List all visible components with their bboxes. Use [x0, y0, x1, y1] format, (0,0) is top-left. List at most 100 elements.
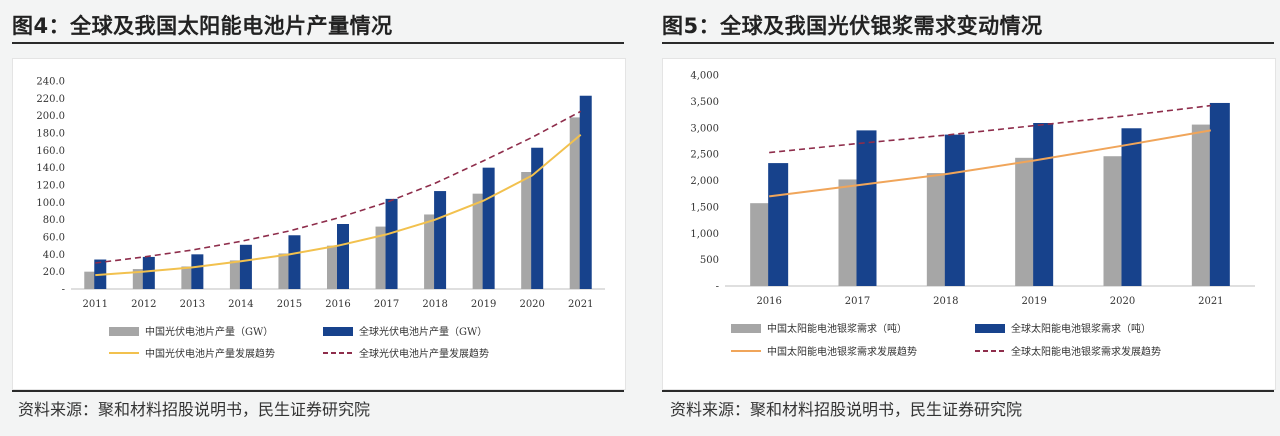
x-tick-label: 2014 [228, 299, 253, 310]
title-divider [662, 42, 1274, 44]
china-bar [229, 260, 242, 289]
figure-4-panel: 图4：全球及我国太阳能电池片产量情况 - 20.0 40.0 60.0 80.0 100.… [12, 14, 626, 419]
legend-label: 全球太阳能电池银浆需求（吨） [1011, 322, 1151, 335]
legend-label: 中国太阳能电池银浆需求（吨） [767, 322, 907, 335]
china-bar [1015, 157, 1036, 286]
global-trend-line [95, 110, 582, 264]
source-divider [12, 390, 624, 392]
y-tick-label: 4,000 [690, 71, 719, 82]
x-tick-label: 2015 [277, 299, 302, 310]
global-bar [434, 191, 447, 289]
global-bar [288, 235, 301, 289]
global-bar [239, 244, 252, 289]
x-tick-label: 2019 [1021, 296, 1046, 307]
x-tick-label: 2018 [422, 299, 447, 310]
global-bar [385, 198, 398, 289]
chart-area: - 500 1,000 1,500 2,000 2,500 3,000 3,500 4,000 2… [662, 58, 1276, 390]
y-tick-label: 200.0 [36, 111, 65, 122]
source-note: 资料来源：聚和材料招股说明书，民生证券研究院 [18, 400, 371, 419]
x-tick-label: 2018 [933, 296, 958, 307]
title-divider [12, 42, 624, 44]
global-bar [482, 167, 495, 289]
china-bar [1191, 124, 1212, 287]
cell-production-chart: - 20.0 40.0 60.0 80.0 100.0 120.0 140.0 160.0 180… [36, 77, 605, 360]
global-bar [944, 134, 965, 286]
figure-5-panel: 图5：全球及我国光伏银浆需求变动情况 - 500 1,000 1,500 2,000 2,… [652, 0, 1280, 436]
legend-label: 中国光伏电池片产量发展趋势 [145, 347, 275, 360]
y-tick-label: 80.0 [43, 215, 65, 226]
y-tick-label: 120.0 [36, 181, 65, 192]
global-bar [531, 147, 544, 289]
y-tick-label: 240.0 [36, 77, 65, 88]
y-tick-label: 1,000 [690, 229, 719, 240]
legend-label: 全球光伏电池片产量（GW） [359, 325, 487, 338]
legend-swatch [975, 324, 1005, 333]
global-bar [579, 95, 592, 289]
y-tick-label: 180.0 [36, 129, 65, 140]
china-bar [750, 203, 771, 286]
china-bar [84, 271, 97, 289]
legend-swatch [323, 327, 353, 336]
y-tick-label: - [716, 282, 719, 293]
y-tick-label: 2,000 [690, 176, 719, 187]
x-tick-label: 2017 [374, 299, 399, 310]
china-bar [181, 266, 194, 289]
silver-paste-demand-chart: - 500 1,000 1,500 2,000 2,500 3,000 3,500 4,000 2… [690, 71, 1255, 358]
y-tick-label: 3,500 [690, 97, 719, 108]
global-trend-line [769, 104, 1211, 154]
x-tick-label: 2020 [1110, 296, 1135, 307]
global-bar [1121, 128, 1142, 286]
global-bar [768, 163, 789, 286]
china-bar [521, 172, 534, 289]
x-tick-label: 2021 [568, 299, 593, 310]
global-bar [191, 254, 204, 289]
china-bar [424, 214, 437, 289]
global-bar [1209, 102, 1230, 286]
global-bar [1033, 123, 1054, 286]
y-tick-label: 500 [700, 255, 719, 266]
china-trend-line [769, 129, 1212, 198]
x-tick-label: 2013 [180, 299, 205, 310]
y-tick-label: 160.0 [36, 146, 65, 157]
china-bar [926, 173, 947, 286]
y-tick-label: - [62, 285, 65, 296]
y-tick-label: 1,500 [690, 202, 719, 213]
source-note: 资料来源：聚和材料招股说明书，民生证券研究院 [670, 400, 1023, 419]
y-tick-label: 3,000 [690, 123, 719, 134]
legend-label: 全球太阳能电池银浆需求发展趋势 [1011, 345, 1161, 358]
china-bar [1103, 156, 1124, 286]
y-tick-label: 140.0 [36, 163, 65, 174]
x-tick-label: 2016 [756, 296, 781, 307]
figure-title: 图5：全球及我国光伏银浆需求变动情况 [662, 14, 1043, 38]
china-trend-line [95, 133, 582, 277]
global-bar [337, 224, 349, 289]
legend-swatch [109, 327, 139, 336]
x-tick-label: 2021 [1198, 296, 1223, 307]
x-tick-label: 2011 [83, 299, 108, 310]
legend-swatch [731, 324, 761, 333]
china-bar [838, 179, 859, 286]
china-bar [472, 193, 485, 289]
figure-title: 图4：全球及我国太阳能电池片产量情况 [12, 14, 393, 38]
chart-area: - 20.0 40.0 60.0 80.0 100.0 120.0 140.0 160.0 180… [12, 58, 626, 390]
legend-label: 中国光伏电池片产量（GW） [145, 325, 273, 338]
global-bar [142, 256, 155, 289]
china-bar [327, 245, 339, 289]
x-tick-label: 2016 [325, 299, 350, 310]
y-tick-label: 20.0 [43, 267, 65, 278]
y-tick-label: 220.0 [36, 94, 65, 105]
y-tick-label: 60.0 [43, 233, 65, 244]
y-tick-label: 40.0 [43, 250, 65, 261]
legend-label: 中国太阳能电池银浆需求发展趋势 [767, 345, 917, 358]
y-tick-label: 2,500 [690, 150, 719, 161]
y-tick-label: 100.0 [36, 198, 65, 209]
china-bar [569, 117, 582, 290]
x-tick-label: 2019 [471, 299, 496, 310]
x-tick-label: 2017 [845, 296, 870, 307]
china-bar [132, 269, 145, 289]
global-bar [856, 130, 877, 286]
legend-label: 全球光伏电池片产量发展趋势 [359, 347, 489, 360]
x-tick-label: 2012 [131, 299, 156, 310]
x-tick-label: 2020 [519, 299, 544, 310]
china-bar [375, 226, 388, 289]
